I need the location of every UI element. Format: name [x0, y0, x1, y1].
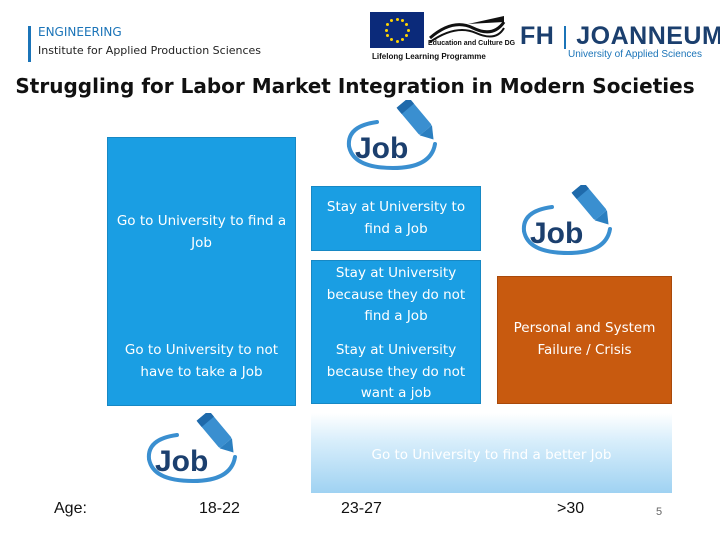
eu-star-icon — [405, 34, 409, 37]
stay-find-job-text: Stay at University to find a Job — [326, 198, 466, 237]
header-accent-bar — [28, 26, 31, 62]
page-number: 5 — [656, 506, 663, 518]
eu-star-icon — [384, 28, 388, 32]
eu-star-icon — [385, 23, 389, 26]
age-label: Age: — [54, 500, 87, 517]
job-marker-icon: Job — [521, 185, 612, 256]
stay-find-job-box: Stay at University to find a Job — [311, 186, 481, 251]
slide-title: Struggling for Labor Market Integration … — [15, 74, 695, 98]
joanneum-label: JOANNEUM — [576, 22, 720, 50]
fh-joanneum-logo: FH | JOANNEUM University of Applied Scie… — [520, 22, 720, 60]
age-range-over-30: >30 — [557, 500, 585, 517]
eu-wave-icon — [429, 16, 506, 43]
eu-star-icon — [405, 23, 409, 26]
stay-not-find-text: Stay at University because they do not f… — [326, 265, 466, 325]
eu-star-icon — [390, 18, 393, 22]
age-range-18-22: 18-22 — [199, 500, 240, 517]
eu-dg-label: Education and Culture DG — [428, 40, 516, 47]
eu-star-icon — [406, 28, 410, 32]
fh-label: FH — [520, 22, 555, 50]
age-range-23-27: 23-27 — [341, 500, 382, 517]
job-marker-text: Job — [530, 217, 583, 250]
department-name: ENGINEERING — [38, 25, 122, 39]
eu-star-icon — [401, 38, 404, 42]
eu-star-icon — [385, 34, 389, 37]
better-job-box: Go to University to find a better Job — [311, 413, 672, 493]
stay-university-box: Stay at University because they do not f… — [311, 260, 481, 404]
job-marker-text: Job — [355, 132, 408, 165]
better-job-text: Go to University to find a better Job — [371, 447, 612, 464]
eu-star-icon — [390, 38, 393, 42]
university-entry-box: Go to University to find a Job Go to Uni… — [107, 137, 296, 406]
eu-star-icon — [395, 39, 399, 43]
fh-separator: | — [561, 22, 569, 50]
go-university-job-text: Go to University to find a Job — [116, 213, 287, 251]
go-university-no-job-text: Go to University to not have to take a J… — [124, 342, 279, 380]
eu-lifelong-learning-logo: Education and Culture DG Lifelong Learni… — [370, 12, 515, 62]
eu-star-icon — [401, 18, 404, 22]
eu-flag-icon — [370, 12, 424, 48]
job-marker-text: Job — [155, 445, 208, 478]
stay-not-want-text: Stay at University because they do not w… — [326, 342, 466, 402]
institute-name: Institute for Applied Production Science… — [38, 44, 262, 57]
eu-star-icon — [395, 17, 399, 21]
job-marker-icon: Job — [146, 413, 237, 484]
eu-programme-label: Lifelong Learning Programme — [372, 52, 486, 61]
fh-joanneum-wordmark: FH | JOANNEUM — [520, 22, 720, 51]
job-marker-icon: Job — [346, 100, 437, 171]
crisis-text: Personal and System Failure / Crisis — [513, 320, 656, 358]
fh-subtitle: University of Applied Sciences — [568, 49, 702, 60]
crisis-box: Personal and System Failure / Crisis — [497, 276, 672, 404]
